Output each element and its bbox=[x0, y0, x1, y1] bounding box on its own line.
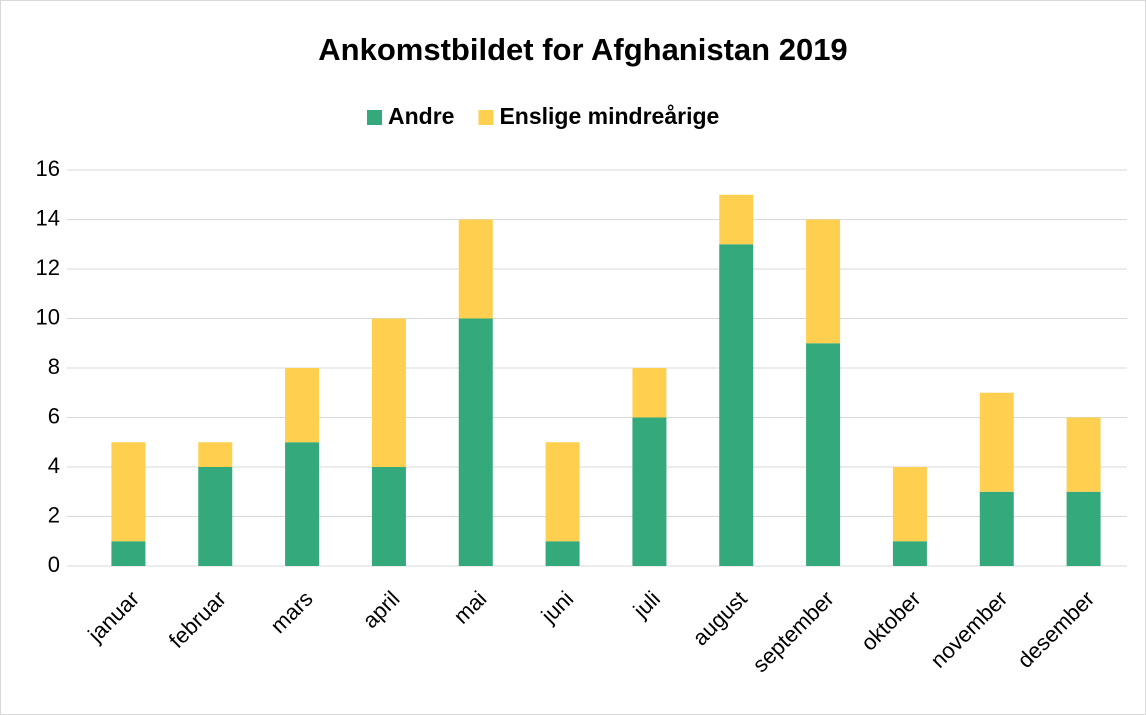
bar-segment bbox=[632, 417, 667, 566]
y-tick-label: 4 bbox=[48, 453, 60, 478]
y-tick-label: 12 bbox=[36, 255, 60, 280]
bar-segment bbox=[545, 442, 580, 542]
bar-segment bbox=[371, 318, 406, 467]
bar-segment bbox=[1066, 417, 1101, 492]
bar-segment bbox=[1066, 491, 1101, 566]
bar-segment bbox=[806, 343, 841, 566]
bar-segment bbox=[111, 541, 146, 566]
y-tick-label: 6 bbox=[48, 403, 60, 428]
y-tick-label: 2 bbox=[48, 502, 60, 527]
bar-segment bbox=[806, 219, 841, 344]
y-tick-label: 14 bbox=[36, 205, 60, 230]
y-tick-label: 16 bbox=[36, 156, 60, 181]
chart-title: Ankomstbildet for Afghanistan 2019 bbox=[318, 32, 847, 67]
bar-segment bbox=[285, 368, 320, 443]
bar-segment bbox=[371, 467, 406, 566]
bar-segment bbox=[892, 467, 927, 542]
legend-swatch bbox=[478, 110, 494, 125]
bar-segment bbox=[458, 219, 493, 319]
bar-segment bbox=[892, 541, 927, 566]
bar-segment bbox=[111, 442, 146, 542]
bar-segment bbox=[545, 541, 580, 566]
legend-label: Andre bbox=[388, 103, 454, 129]
legend-label: Enslige mindreårige bbox=[499, 103, 719, 129]
legend-swatch bbox=[367, 110, 382, 125]
bar-segment bbox=[979, 491, 1014, 566]
bar-segment bbox=[198, 467, 233, 566]
bar-segment bbox=[285, 442, 320, 566]
bar-segment bbox=[632, 368, 667, 418]
y-tick-label: 8 bbox=[48, 354, 60, 379]
y-tick-label: 0 bbox=[48, 552, 60, 577]
bar-segment bbox=[458, 318, 493, 566]
bar-segment bbox=[979, 392, 1014, 492]
y-tick-label: 10 bbox=[36, 304, 60, 329]
bar-segment bbox=[719, 244, 754, 566]
bar-segment bbox=[198, 442, 233, 467]
bar-segment bbox=[719, 194, 754, 245]
